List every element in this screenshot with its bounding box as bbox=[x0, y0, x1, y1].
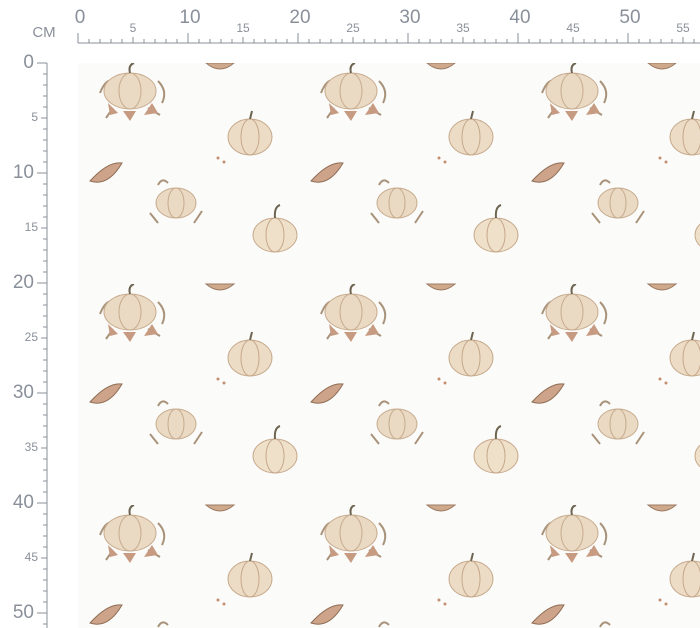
top-label: 25 bbox=[346, 21, 360, 35]
left-label: 25 bbox=[25, 330, 39, 344]
left-label: 40 bbox=[13, 492, 34, 513]
top-label: 35 bbox=[456, 21, 470, 35]
left-label: 35 bbox=[25, 440, 39, 454]
fabric-pattern bbox=[78, 63, 700, 628]
left-label: 50 bbox=[13, 602, 34, 623]
left-label: 30 bbox=[13, 382, 34, 403]
ruler-unit: CM bbox=[32, 24, 55, 41]
top-label: 30 bbox=[399, 7, 420, 28]
top-label: 5 bbox=[130, 21, 137, 35]
left-label: 15 bbox=[25, 220, 39, 234]
left-label: 0 bbox=[23, 52, 34, 73]
left-label: 20 bbox=[13, 272, 34, 293]
top-label: 40 bbox=[509, 7, 530, 28]
left-label: 45 bbox=[25, 550, 39, 564]
left-label: 10 bbox=[13, 162, 34, 183]
top-label: 15 bbox=[236, 21, 250, 35]
top-label: 55 bbox=[676, 21, 690, 35]
top-label: 10 bbox=[179, 7, 200, 28]
top-label: 45 bbox=[566, 21, 580, 35]
top-label: 20 bbox=[289, 7, 310, 28]
ruler-ticks: 0 5 10 15 20 25 30 35 40 45 50 55 0 5 10 15 20 25 30 35 40 45… bbox=[13, 7, 695, 625]
left-label: 5 bbox=[31, 110, 38, 124]
top-label: 50 bbox=[619, 7, 640, 28]
top-label: 0 bbox=[75, 7, 86, 28]
